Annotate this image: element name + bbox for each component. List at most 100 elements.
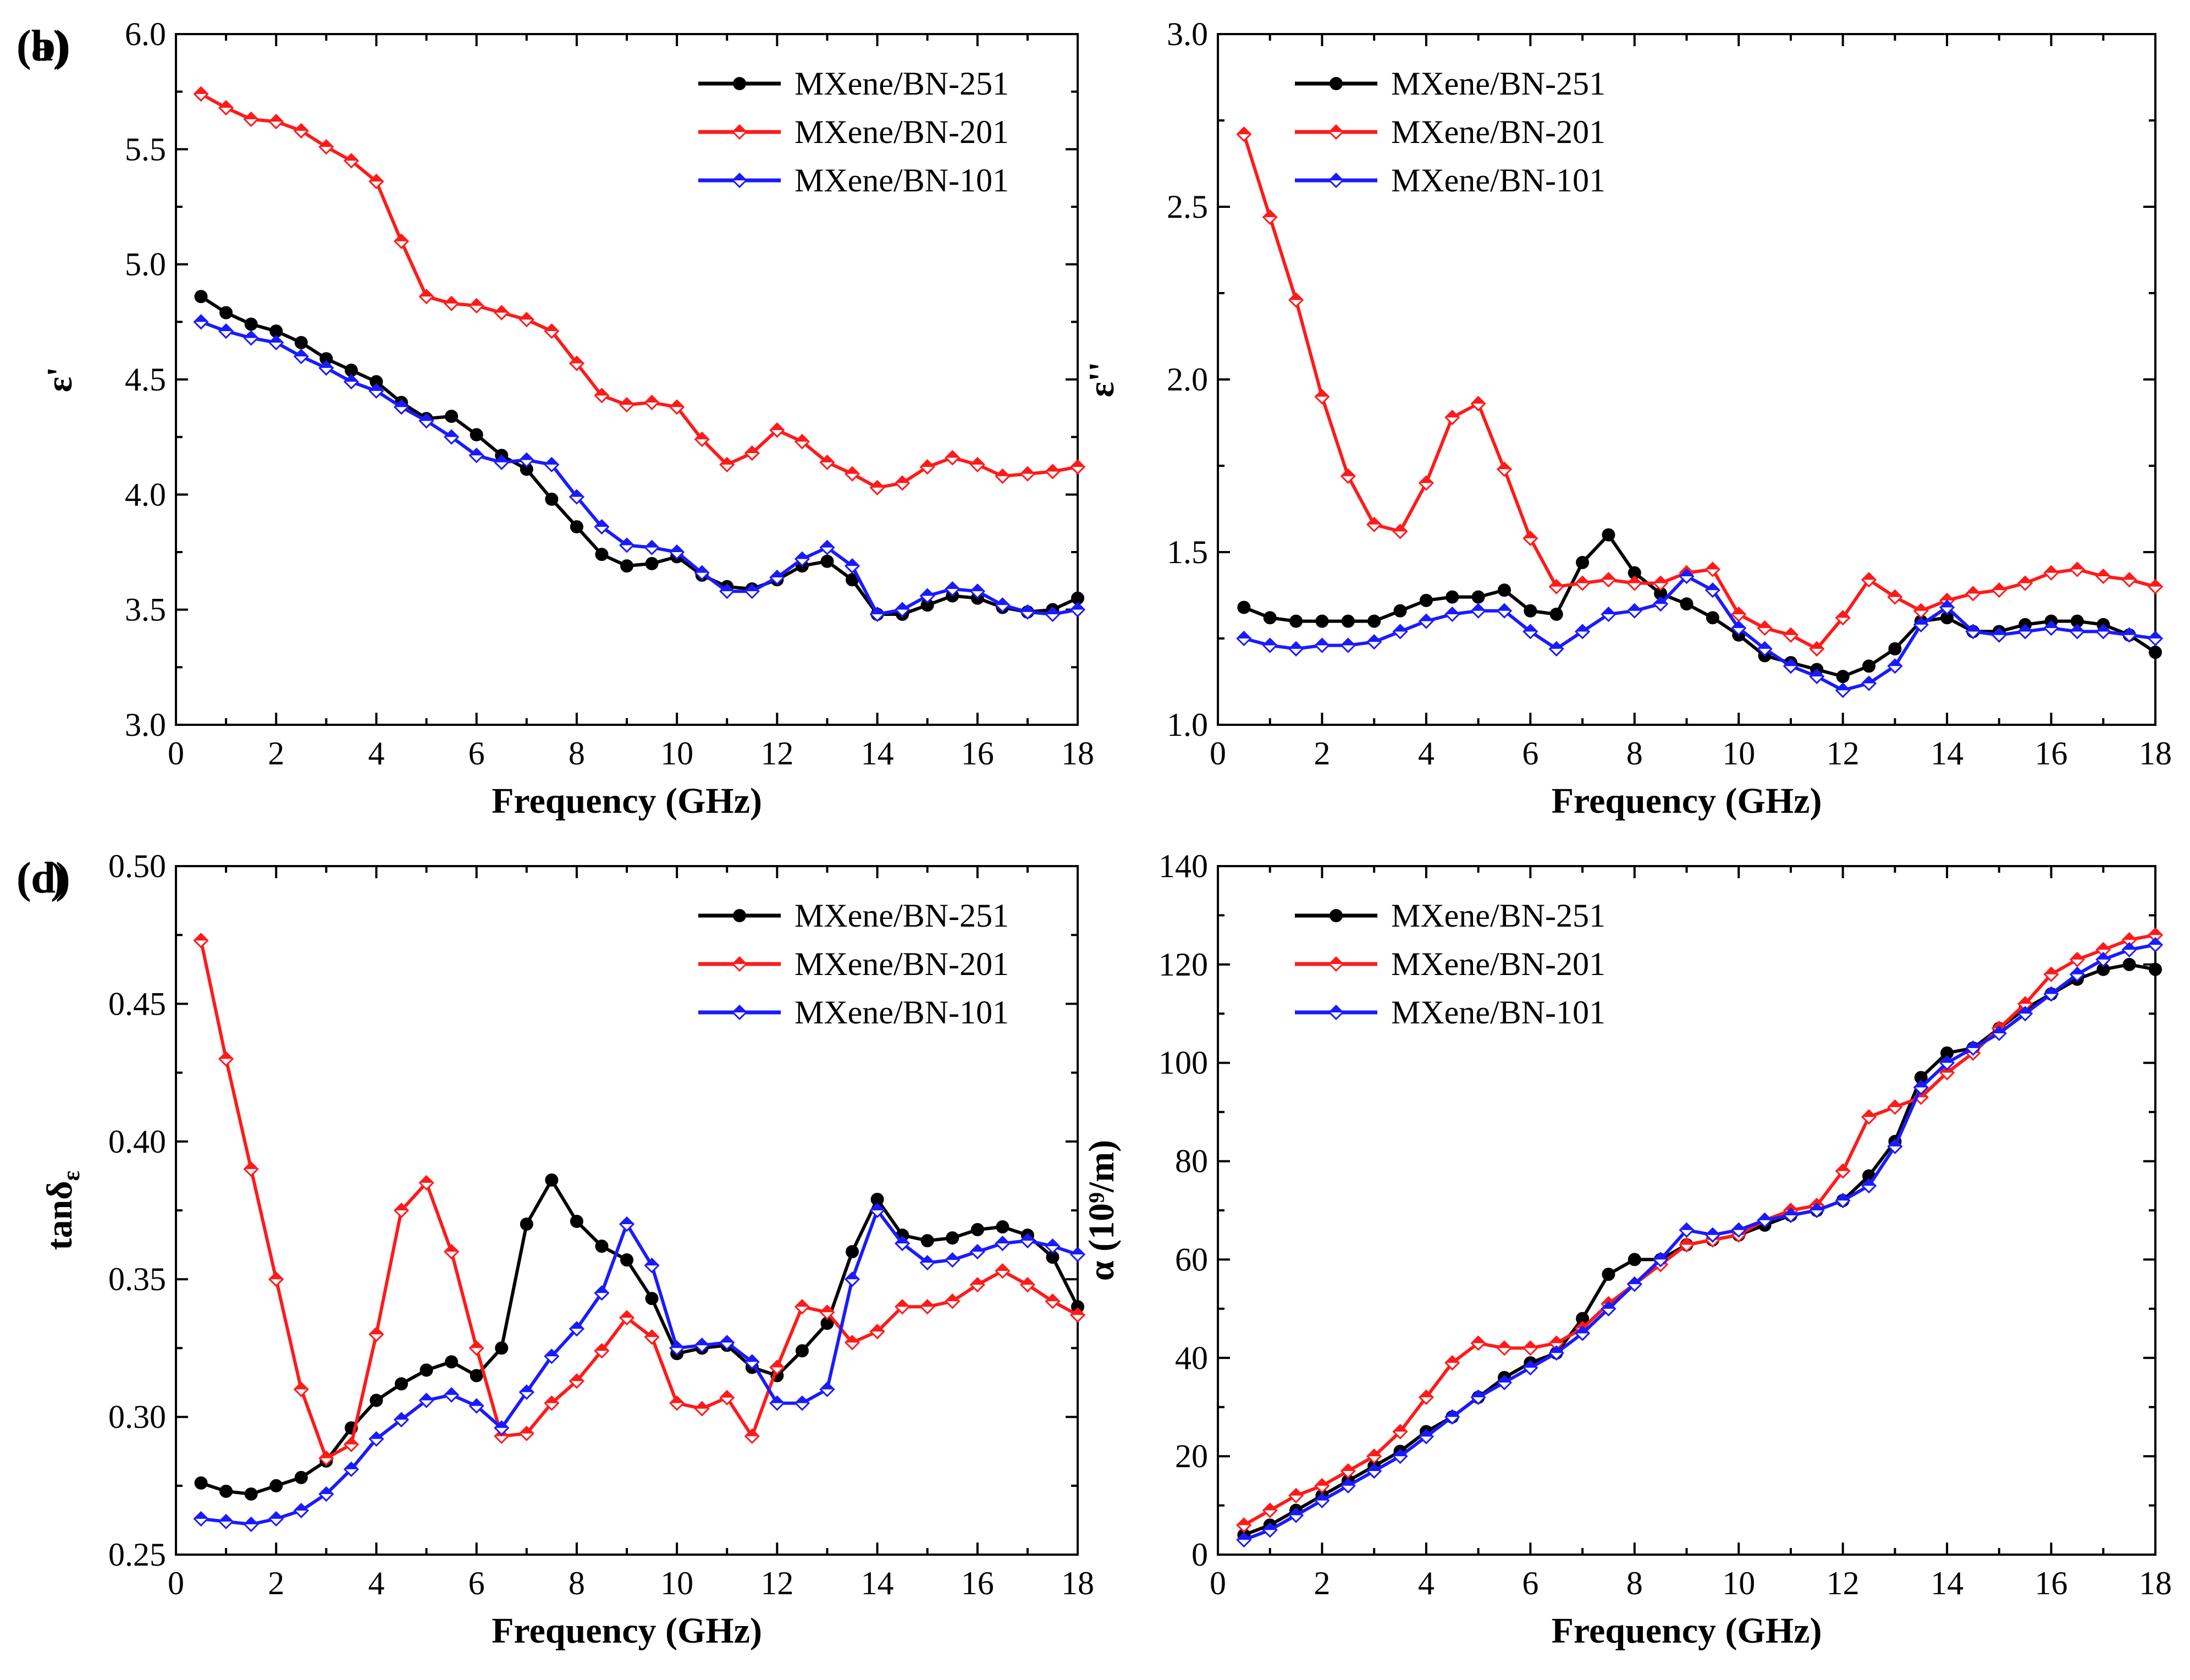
data-point-fill [1341,1464,1355,1471]
data-point-fill [770,1396,784,1403]
data-point-fill [1784,628,1797,635]
data-point-fill [2070,967,2084,974]
data-point-fill [1940,601,1954,608]
x-tick-label: 14 [861,1565,894,1601]
data-point-fill [1888,1139,1902,1147]
data-point-fill [2149,928,2162,935]
data-point-fill [970,1278,984,1285]
data-point-fill [445,1388,459,1395]
data-point-fill [1549,642,1563,649]
data-point-fill [745,585,759,592]
y-tick-label: 2.5 [1167,189,1208,225]
legend-marker-fill [733,1006,746,1012]
legend-entry: MXene/BN-101 [1295,994,1606,1031]
y-tick-label: 5.0 [125,246,166,283]
data-point-fill [1046,608,1060,615]
data-point-fill [645,1330,659,1337]
panel-d: 0 2 4 6 8 10 12 14 16 18020406080100120140Frequen… [16,848,2172,1651]
series-MXene/BN-201 [1236,927,2164,1533]
data-point-fill [1446,1410,1459,1417]
data-point-fill [420,1393,433,1401]
data-point-fill [1602,573,1615,580]
data-point-fill [1549,1336,1563,1343]
data-point-fill [570,356,583,363]
y-axis-title: tanδε [40,1171,85,1251]
data-point-fill [445,1245,459,1252]
data-point-fill [495,455,509,462]
series-MXene/BN-201 [1236,126,2164,657]
data-point-fill [946,582,959,589]
data-point-fill [1836,1194,1850,1201]
data-point-fill [595,520,609,527]
data-point-fill [720,1391,734,1398]
data-point-fill [445,296,459,304]
y-tick-label: 40 [1175,1340,1208,1376]
x-tick-label: 8 [569,1565,585,1601]
data-point-fill [745,1429,759,1436]
y-axis-title: ε' [40,367,80,393]
data-point-fill [820,455,834,462]
data-point-fill [1419,476,1433,483]
data-point-fill [1341,1479,1355,1486]
data-point-fill [645,541,659,548]
legend-marker [733,909,746,922]
y-tick-label: 20 [1175,1438,1208,1474]
y-axis-title: ε'' [1082,362,1122,398]
data-point-fill [2044,621,2058,629]
data-point [244,1487,258,1501]
data-point-fill [1524,625,1537,632]
data-point-fill [1549,1346,1563,1353]
data-point-fill [344,1462,358,1469]
data-point-fill [194,315,208,322]
data-point-fill [1263,210,1277,217]
data-point-fill [1888,659,1902,667]
data-point-fill [620,1311,633,1318]
x-tick-label: 6 [1522,1565,1538,1601]
data-point-fill [495,306,509,313]
data-point-fill [1497,1376,1511,1382]
legend-entry: MXene/BN-251 [698,897,1009,934]
x-tick-label: 4 [1418,735,1435,772]
data-point-fill [1263,638,1277,646]
data-point-fill [244,112,258,119]
data-point-fill [1341,638,1355,646]
data-point [996,1220,1010,1234]
data-point-fill [1046,465,1060,472]
x-tick-label: 16 [961,1565,994,1601]
legend-label: MXene/BN-251 [795,897,1009,934]
series-MXene/BN-251 [194,1173,1084,1501]
data-point-fill [795,1300,809,1307]
data-point-fill [1810,642,1824,649]
data-point-fill [1992,628,2006,635]
legend-entry: MXene/BN-251 [1295,65,1606,102]
data-point [1289,614,1303,628]
data-point-fill [720,458,734,465]
data-point-fill [1706,583,1719,591]
data-point [595,548,609,561]
y-tick-label: 5.5 [125,131,166,167]
data-point-fill [1263,1503,1277,1511]
data-point-fill [319,1487,333,1494]
data-point-fill [1237,128,1251,135]
data-point-fill [1914,618,1928,625]
data-point-fill [946,1253,959,1260]
legend-entry: MXene/BN-201 [698,946,1009,982]
data-point-fill [996,1237,1010,1244]
data-point-fill [1706,563,1719,570]
x-tick-label: 16 [2035,735,2068,772]
x-tick-label: 10 [1722,735,1755,772]
data-point-fill [194,934,208,941]
data-point-fill [870,481,884,488]
data-point-fill [1497,604,1511,611]
data-point-fill [2018,997,2032,1004]
data-point [1549,608,1563,621]
data-point-fill [244,1162,258,1169]
legend-label: MXene/BN-201 [795,114,1009,150]
data-point-fill [269,1512,283,1519]
data-point-fill [745,446,759,453]
x-tick-label: 0 [1210,1565,1226,1601]
data-point [620,559,633,573]
data-point-fill [1862,676,1876,684]
x-tick-label: 4 [368,1565,384,1601]
legend-marker-fill [1330,957,1343,964]
